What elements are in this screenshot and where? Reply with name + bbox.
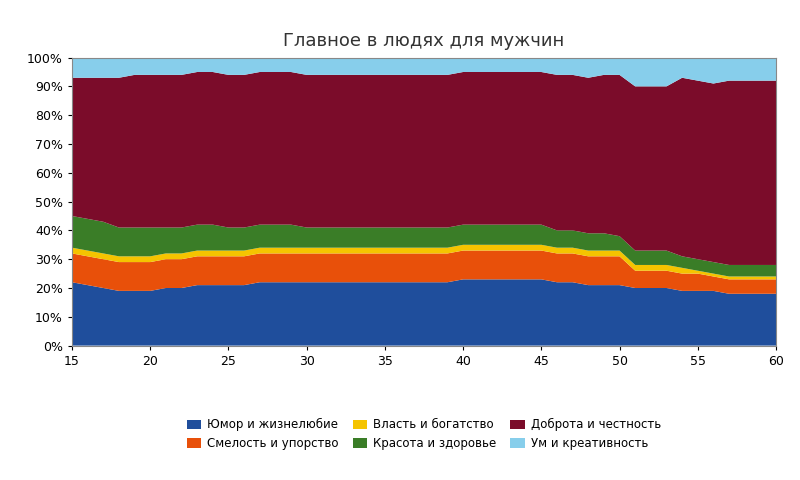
Title: Главное в людях для мужчин: Главное в людях для мужчин <box>283 33 565 50</box>
Legend: Юмор и жизнелюбие, Смелость и упорство, Власть и богатство, Красота и здоровье, : Юмор и жизнелюбие, Смелость и упорство, … <box>184 415 664 454</box>
